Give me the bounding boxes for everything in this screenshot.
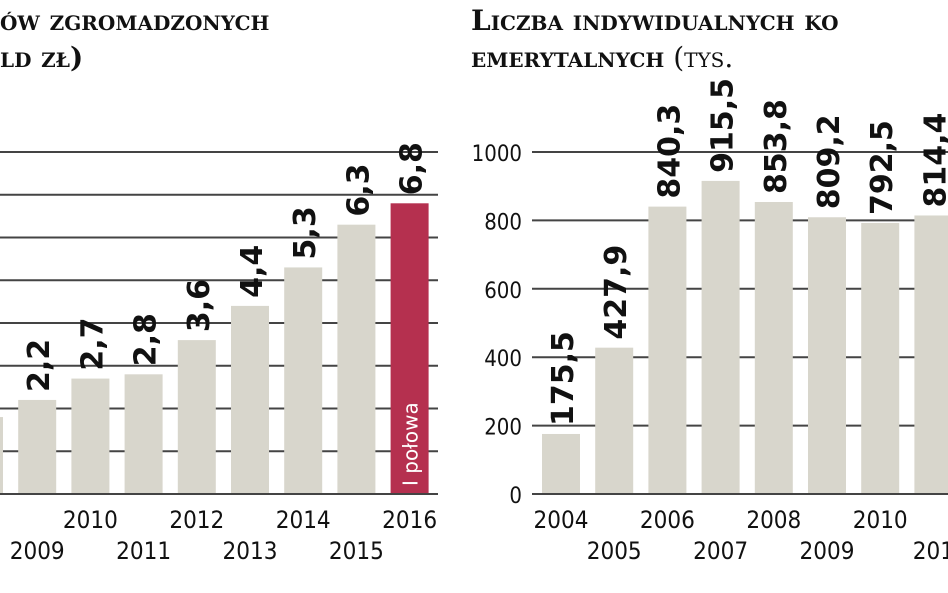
right-bar <box>861 222 900 494</box>
right-bar <box>701 180 740 495</box>
left-bar <box>0 417 3 494</box>
right-bar <box>595 347 634 494</box>
left-x-tick-label: 2013 <box>223 537 278 565</box>
right-value-label: 840,3 <box>652 104 687 199</box>
right-x-tick-label: 201 <box>913 537 948 565</box>
left-value-label: 2,8 <box>129 313 164 366</box>
right-bar <box>648 206 687 494</box>
right-bar <box>542 433 580 494</box>
right-bar <box>914 215 948 494</box>
right-x-tick-label: 2005 <box>587 537 642 565</box>
left-value-label: 6,3 <box>341 164 376 217</box>
right-y-tick-label: 800 <box>484 210 522 235</box>
right-y-tick-label: 400 <box>484 347 522 372</box>
right-x-tick-label: 2009 <box>800 537 855 565</box>
left-value-label: 6,8 <box>395 142 430 195</box>
right-y-tick-label: 200 <box>484 416 522 441</box>
right-chart: 0 200 400 600 800 1000 175,5 2004 427,9 2005 840,3… <box>472 78 948 565</box>
left-value-label: 4,4 <box>235 245 270 298</box>
right-y-tick-label: 0 <box>509 484 522 509</box>
left-bar <box>284 267 323 494</box>
right-value-label: 853,8 <box>759 99 794 194</box>
left-bar <box>124 374 163 494</box>
left-bar <box>390 203 429 495</box>
left-chart: 82,220092,720102,820113,620124,420135,32… <box>0 142 438 565</box>
right-y-tick-label: 600 <box>484 279 522 304</box>
left-x-tick-label: 2012 <box>169 506 224 534</box>
left-x-tick-label: 2009 <box>10 537 65 565</box>
left-x-tick-label: 2011 <box>116 537 171 565</box>
left-x-tick-label: 2010 <box>63 506 118 534</box>
right-chart-title-line1: Liczba indywidualnych ko <box>471 4 839 37</box>
left-bar <box>71 378 110 494</box>
left-chart-title-line1: ów zgromadzonych <box>0 4 270 37</box>
right-chart-title-line2: emerytalnych (tys. <box>471 40 733 76</box>
right-y-tick-label: 1000 <box>472 142 522 167</box>
left-bar <box>337 224 376 495</box>
right-value-label: 915,5 <box>706 78 741 173</box>
left-value-label: 5,3 <box>288 206 323 259</box>
right-x-tick-label: 2010 <box>853 506 908 534</box>
right-value-label: 427,9 <box>599 245 634 340</box>
left-bar <box>18 399 57 494</box>
right-value-label: 814,4 <box>918 113 948 208</box>
right-value-label: 175,5 <box>546 331 581 426</box>
left-x-tick-label: 2016 <box>382 506 437 534</box>
left-value-label: 2,2 <box>22 339 57 392</box>
right-x-tick-label: 2006 <box>640 506 695 534</box>
left-chart-title-line2: ld zł) <box>0 41 84 74</box>
left-x-tick-label: 2014 <box>276 506 331 534</box>
right-value-label: 809,2 <box>812 114 847 209</box>
right-bar <box>754 202 793 494</box>
left-annotation: I połowa <box>399 402 423 486</box>
right-x-tick-label: 2008 <box>746 506 801 534</box>
right-value-label: 792,5 <box>865 120 900 215</box>
right-bar <box>808 217 846 494</box>
right-x-tick-label: 2007 <box>693 537 748 565</box>
left-value-label: 3,6 <box>182 279 217 332</box>
right-chart-title-unit: (tys. <box>664 41 734 74</box>
right-x-tick-label: 2004 <box>534 506 589 534</box>
left-x-tick-label: 2015 <box>329 537 384 565</box>
left-value-label: 2,7 <box>75 317 110 370</box>
left-bar <box>177 340 216 494</box>
right-chart-title-main: emerytalnych <box>471 41 665 74</box>
left-bar <box>231 305 269 494</box>
